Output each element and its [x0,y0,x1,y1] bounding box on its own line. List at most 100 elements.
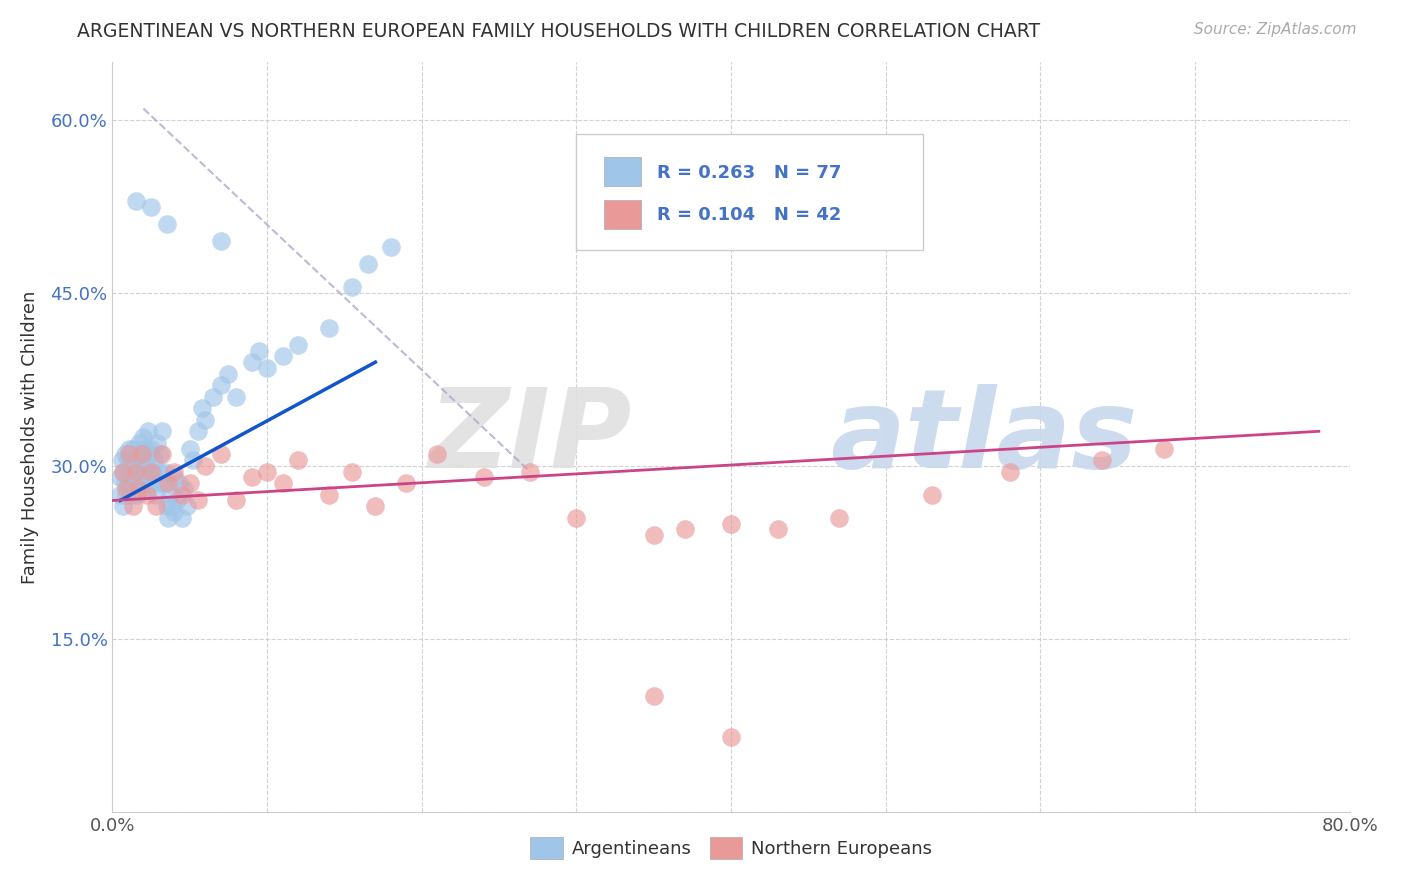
Bar [603,157,641,186]
Point [117,465,139,479]
Point [145,500,167,514]
Point [145,488,167,502]
Point [318,488,340,502]
Point [921,488,943,502]
Point [152,476,174,491]
Point [146,435,169,450]
Point [138,447,160,461]
Point [143,453,166,467]
Point [202,390,225,404]
Point [128,435,150,450]
Point [172,510,194,524]
Point [240,355,263,369]
Point [155,217,177,231]
Point [159,488,181,502]
Point [256,465,278,479]
Point [209,378,232,392]
Point [163,505,186,519]
Point [163,470,186,484]
Point [136,425,159,439]
Point [176,500,198,514]
Point [357,257,380,271]
Point [340,280,363,294]
Point [118,447,141,461]
Point [194,458,217,473]
Point [1091,453,1114,467]
Point [643,690,665,704]
Text: ZIP: ZIP [429,384,633,491]
Point [364,500,387,514]
Point [271,476,294,491]
Point [163,465,186,479]
Point [380,240,402,254]
Point [149,447,172,461]
Text: R = 0.104   N = 42: R = 0.104 N = 42 [657,206,841,224]
Point [110,470,132,484]
Point [117,453,139,467]
Point [118,476,141,491]
Point [287,453,309,467]
Point [167,476,190,491]
Point [124,465,148,479]
Point [186,493,209,508]
Point [519,465,541,479]
Point [121,470,143,484]
Point [173,482,195,496]
Point [565,510,588,524]
Point [426,447,449,461]
Point [122,453,145,467]
Point [141,476,163,491]
Point [209,234,232,248]
Point [287,338,309,352]
Point [114,447,136,461]
Point [828,510,851,524]
Point [124,476,148,491]
Point [179,476,201,491]
Point [124,194,148,208]
Point [120,488,142,502]
Point [111,453,134,467]
Point [153,465,176,479]
Point [135,488,157,502]
Point [191,401,214,416]
Point [166,493,188,508]
Point [118,442,141,456]
Point [134,470,156,484]
Point [129,476,152,491]
Point [256,360,278,375]
Point [128,482,150,496]
Text: atlas: atlas [830,384,1137,491]
Point [135,482,157,496]
Point [120,458,142,473]
Point [179,442,201,456]
Point [643,528,665,542]
Text: ARGENTINEAN VS NORTHERN EUROPEAN FAMILY HOUSEHOLDS WITH CHILDREN CORRELATION CHA: ARGENTINEAN VS NORTHERN EUROPEAN FAMILY … [77,22,1040,41]
Point [1153,442,1175,456]
FancyBboxPatch shape [576,134,922,250]
Point [142,465,165,479]
Point [112,500,135,514]
Point [766,522,789,536]
Point [115,488,138,502]
Point [271,350,294,364]
Point [132,453,155,467]
Point [998,465,1021,479]
Point [110,488,132,502]
Point [157,510,180,524]
Point [121,500,143,514]
Point [720,516,742,531]
Text: Source: ZipAtlas.com: Source: ZipAtlas.com [1194,22,1357,37]
Point [112,465,135,479]
Point [673,522,696,536]
Bar [603,200,641,228]
Point [141,200,163,214]
Point [225,390,247,404]
Text: R = 0.263   N = 77: R = 0.263 N = 77 [657,163,841,182]
Point [115,482,138,496]
Point [160,500,183,514]
Point [124,465,148,479]
Point [157,476,180,491]
Point [141,442,163,456]
Point [127,488,149,502]
Point [134,442,156,456]
